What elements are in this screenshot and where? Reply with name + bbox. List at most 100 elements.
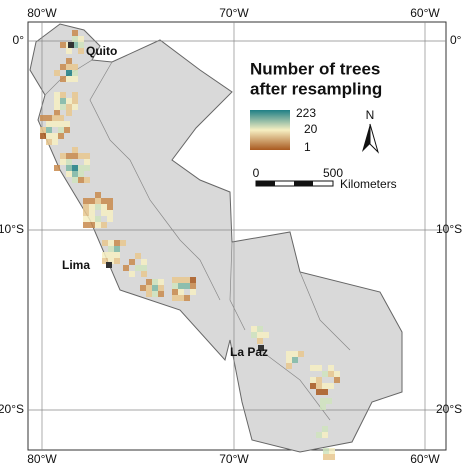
- tree-cell: [66, 76, 72, 82]
- tree-cell: [95, 204, 101, 210]
- tree-cell: [54, 104, 60, 110]
- tree-cell: [101, 198, 107, 204]
- tree-cell: [89, 210, 95, 216]
- tree-cell: [184, 283, 190, 289]
- legend-tick: 20: [304, 122, 318, 136]
- tree-cell: [184, 277, 190, 283]
- lat-label: 20°S: [0, 402, 24, 416]
- legend-ramp: [250, 110, 290, 150]
- tree-cell: [323, 454, 329, 460]
- tree-cell: [78, 165, 84, 171]
- tree-cell: [257, 338, 263, 344]
- tree-cell: [46, 127, 52, 133]
- tree-cell: [310, 383, 316, 389]
- tree-cell: [107, 216, 113, 222]
- tree-cell: [320, 398, 326, 404]
- tree-cell: [58, 133, 64, 139]
- tree-cell: [64, 127, 70, 133]
- tree-cell: [83, 198, 89, 204]
- tree-cell: [52, 121, 58, 127]
- tree-cell: [107, 210, 113, 216]
- tree-cell: [66, 110, 72, 116]
- tree-cell: [152, 285, 158, 291]
- tree-cell: [78, 153, 84, 159]
- tree-cell: [66, 48, 72, 54]
- tree-cell: [72, 177, 78, 183]
- tree-cell: [58, 127, 64, 133]
- tree-cell: [141, 265, 147, 271]
- tree-cell: [95, 222, 101, 228]
- tree-cell: [78, 36, 84, 42]
- tree-cell: [72, 153, 78, 159]
- lat-label: 20°S: [436, 402, 462, 416]
- tree-cell: [310, 377, 316, 383]
- tree-cell: [178, 283, 184, 289]
- tree-cell: [66, 64, 72, 70]
- lon-label: 70°W: [219, 452, 249, 466]
- tree-cell: [66, 165, 72, 171]
- north-arrow: [369, 123, 380, 154]
- tree-cell: [54, 110, 60, 116]
- tree-cell: [320, 404, 326, 410]
- tree-cell: [46, 133, 52, 139]
- tree-cell: [72, 70, 78, 76]
- tree-cell: [322, 432, 328, 438]
- legend-tick: 1: [304, 140, 311, 154]
- tree-cell: [114, 246, 120, 252]
- tree-cell: [58, 121, 64, 127]
- tree-cell: [251, 332, 257, 338]
- tree-cell: [129, 259, 135, 265]
- lon-label: 70°W: [219, 6, 249, 20]
- tree-cell: [184, 295, 190, 301]
- tree-cell: [54, 165, 60, 171]
- tree-cell: [316, 389, 322, 395]
- tree-cell: [108, 252, 114, 258]
- tree-cell: [60, 42, 66, 48]
- tree-cell: [107, 204, 113, 210]
- tree-cell: [178, 289, 184, 295]
- tree-cell: [84, 159, 90, 165]
- north-arrow: [362, 124, 370, 152]
- tree-cell: [66, 104, 72, 110]
- tree-cell: [58, 115, 64, 121]
- tree-cell: [84, 165, 90, 171]
- tree-cell: [172, 277, 178, 283]
- tree-cell: [66, 98, 72, 104]
- tree-cell: [83, 204, 89, 210]
- tree-cell: [78, 177, 84, 183]
- tree-cell: [158, 279, 164, 285]
- tree-cell: [101, 210, 107, 216]
- tree-cell: [52, 139, 58, 145]
- tree-cell: [190, 283, 196, 289]
- tree-cell: [316, 432, 322, 438]
- tree-cell: [89, 204, 95, 210]
- tree-cell: [146, 291, 152, 297]
- tree-cell: [310, 365, 316, 371]
- tree-cell: [60, 76, 66, 82]
- north-label: N: [366, 108, 375, 122]
- tree-cell: [46, 139, 52, 145]
- tree-cell: [60, 159, 66, 165]
- tree-cell: [322, 383, 328, 389]
- tree-cell: [152, 291, 158, 297]
- tree-cell: [101, 204, 107, 210]
- tree-cell: [140, 285, 146, 291]
- tree-cell: [178, 295, 184, 301]
- lon-label: 80°W: [27, 452, 57, 466]
- lat-label: 10°S: [436, 222, 462, 236]
- tree-cell: [329, 448, 335, 454]
- tree-cell: [84, 177, 90, 183]
- tree-cell: [64, 121, 70, 127]
- tree-cell: [322, 389, 328, 395]
- tree-cell: [141, 259, 147, 265]
- tree-cell: [46, 121, 52, 127]
- tree-cell: [83, 222, 89, 228]
- tree-cell: [114, 252, 120, 258]
- tree-cell: [108, 258, 114, 264]
- city-marker: [106, 262, 112, 268]
- city-marker: [68, 42, 74, 48]
- tree-cell: [108, 246, 114, 252]
- tree-cell: [40, 115, 46, 121]
- tree-cell: [72, 42, 78, 48]
- tree-cell: [120, 240, 126, 246]
